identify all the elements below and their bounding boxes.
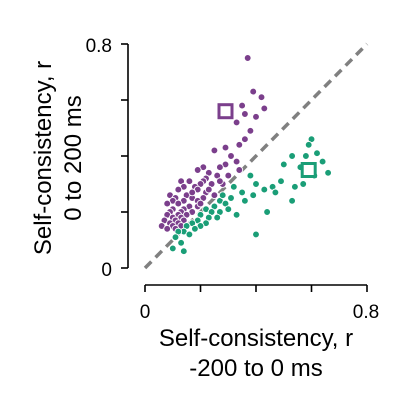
data-point-s0-12: [210, 146, 219, 155]
data-point-s1-4: [288, 152, 296, 160]
data-point-s0-9: [241, 135, 249, 144]
data-point-s0-8: [246, 126, 255, 135]
data-point-s1-14: [252, 180, 260, 188]
y-tick-label-top: 0.8: [86, 36, 112, 57]
data-point-s0-69: [204, 185, 213, 194]
x-tick-label-right: 0.8: [353, 302, 379, 323]
data-point-s1-48: [232, 210, 241, 219]
highlight-layer: [217, 103, 317, 178]
highlight-marker-s0: [217, 103, 234, 120]
data-point-s0-68: [196, 199, 205, 208]
points-layer: [157, 54, 332, 256]
data-point-s1-11: [299, 180, 308, 188]
data-point-s0-45: [174, 199, 183, 208]
data-point-s1-42: [177, 238, 185, 247]
data-point-s1-37: [191, 224, 199, 233]
data-point-s1-5: [318, 157, 327, 166]
data-point-s0-2: [257, 93, 266, 102]
data-point-s1-15: [260, 185, 269, 194]
data-point-s1-20: [241, 196, 249, 205]
data-point-s1-49: [218, 191, 227, 200]
data-point-s1-50: [246, 171, 255, 180]
x-axis-title-line2: -200 to 0 ms: [189, 355, 322, 382]
data-point-s0-44: [163, 199, 172, 208]
data-point-s0-5: [241, 110, 249, 118]
data-point-s1-8: [324, 168, 332, 177]
data-point-s1-41: [171, 233, 180, 242]
x-ticks: [144, 285, 368, 292]
data-point-s1-6: [279, 160, 288, 169]
data-point-s1-17: [238, 188, 246, 197]
data-point-s1-21: [227, 194, 235, 202]
data-point-s0-7: [232, 118, 241, 127]
y-tick-label-bottom: 0: [101, 260, 112, 281]
data-point-s0-4: [260, 104, 269, 113]
data-point-s1-18: [229, 182, 238, 191]
data-point-s0-19: [193, 166, 202, 174]
data-point-s1-44: [179, 247, 188, 256]
y-axis-title-line1: Self-consistency, r: [30, 61, 57, 255]
highlight-marker-s1: [300, 162, 317, 178]
data-point-s1-25: [224, 205, 233, 214]
data-point-s0-13: [227, 152, 235, 160]
data-point-s0-21: [224, 171, 233, 180]
data-point-s0-11: [221, 143, 230, 152]
data-point-s0-18: [235, 166, 244, 174]
data-point-s1-1: [304, 140, 313, 149]
data-point-s1-31: [213, 213, 222, 222]
data-point-s1-10: [277, 177, 285, 186]
data-point-s1-16: [271, 188, 280, 197]
data-point-s1-12: [291, 182, 299, 191]
data-point-s0-37: [210, 191, 219, 200]
data-point-s1-46: [252, 230, 260, 239]
data-point-s0-16: [216, 163, 224, 172]
data-point-s1-2: [313, 149, 321, 158]
data-point-s0-26: [185, 177, 194, 186]
data-point-s1-43: [168, 244, 177, 253]
y-axis-title-line2: 0 to 200 ms: [60, 95, 87, 220]
data-point-s0-10: [235, 140, 244, 149]
data-point-s1-45: [288, 196, 296, 205]
data-point-s1-19: [249, 191, 258, 200]
data-point-s0-14: [232, 157, 241, 166]
data-point-s0-66: [163, 224, 172, 233]
data-point-s0-0: [243, 54, 252, 62]
data-point-s0-6: [252, 112, 260, 121]
x-axis-title-line1: Self-consistency, r: [159, 325, 353, 352]
data-point-s0-71: [188, 188, 197, 197]
data-point-s0-1: [249, 87, 258, 96]
data-point-s1-39: [185, 230, 194, 239]
data-point-s1-3: [302, 152, 310, 160]
data-point-s0-3: [238, 101, 246, 110]
y-ticks: [121, 43, 128, 269]
data-point-s1-47: [263, 208, 271, 216]
data-point-s0-70: [216, 177, 224, 186]
data-point-s0-32: [174, 185, 183, 194]
x-tick-label-left: 0: [140, 302, 151, 323]
